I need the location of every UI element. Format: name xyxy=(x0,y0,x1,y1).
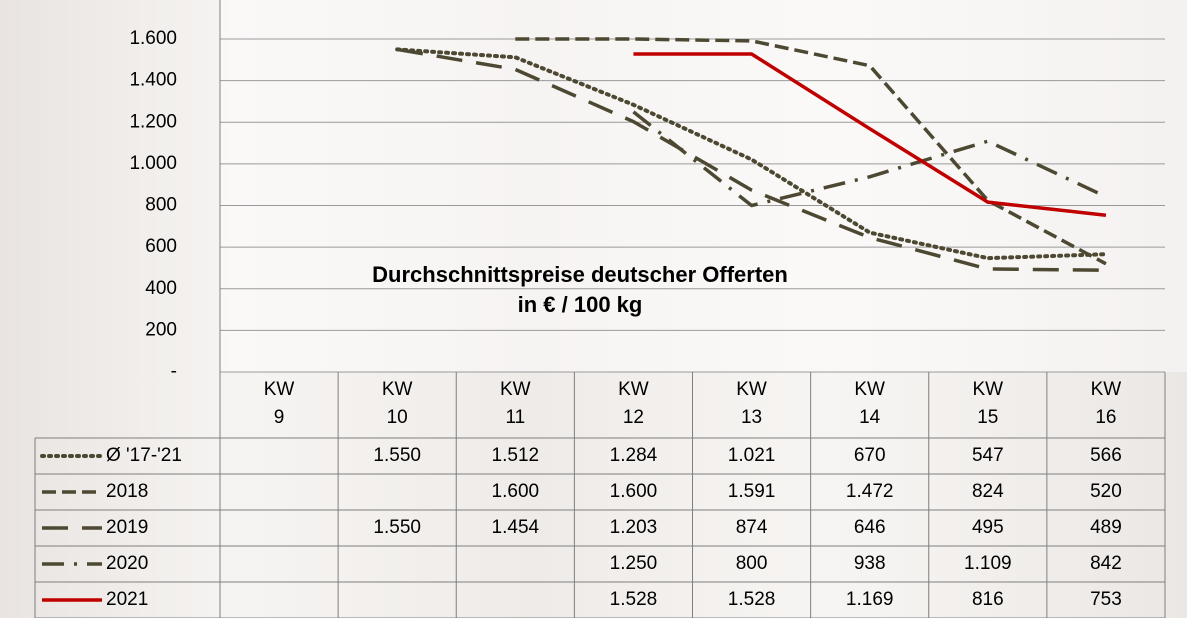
x-tick-label-line: KW xyxy=(973,379,1004,400)
series-line xyxy=(396,47,1106,272)
data-label: 670 xyxy=(854,445,886,466)
x-tick-label-line: KW xyxy=(736,379,767,400)
legend-label: 2019 xyxy=(106,517,148,538)
x-tick-label-line: 15 xyxy=(977,407,998,428)
x-tick-label-line: KW xyxy=(1091,379,1122,400)
x-tick-label: KW 12 xyxy=(618,379,649,428)
y-tick-label: 600 xyxy=(145,236,177,257)
data-label: 547 xyxy=(972,445,1004,466)
data-label: 646 xyxy=(854,517,886,538)
data-label: 1.512 xyxy=(492,445,540,466)
y-tick-label: - xyxy=(171,361,177,382)
data-label: 753 xyxy=(1090,589,1122,610)
x-tick-label: KW 13 xyxy=(736,379,767,428)
data-label: 1.591 xyxy=(728,481,776,502)
data-label: 816 xyxy=(972,589,1004,610)
legend-label: 2018 xyxy=(106,481,148,502)
x-tick-label-line: KW xyxy=(500,379,531,400)
data-label: 495 xyxy=(972,517,1004,538)
data-label: 1.454 xyxy=(492,517,540,538)
data-label: 874 xyxy=(736,517,768,538)
data-label: 1.528 xyxy=(610,589,658,610)
y-tick-label: 400 xyxy=(145,278,177,299)
x-tick-label-line: KW xyxy=(618,379,649,400)
data-label: 1.284 xyxy=(610,445,658,466)
data-label: 1.109 xyxy=(964,553,1012,574)
x-tick-label-line: KW xyxy=(382,379,413,400)
data-label: 1.203 xyxy=(610,517,658,538)
x-tick-label-line: 11 xyxy=(505,407,525,428)
series-line xyxy=(632,110,1107,208)
x-tick-label-line: 16 xyxy=(1095,407,1116,428)
y-tick-label: 1.200 xyxy=(129,111,177,132)
data-label: 520 xyxy=(1090,481,1122,502)
data-label: 1.550 xyxy=(373,517,421,538)
data-label: 1.250 xyxy=(610,553,658,574)
y-tick-label: 800 xyxy=(145,195,177,216)
x-tick-label-line: 10 xyxy=(387,407,408,428)
chart-subtitle: in € / 100 kg xyxy=(518,292,643,317)
x-tick-label-line: 12 xyxy=(623,407,644,428)
legend-label: 2020 xyxy=(106,553,148,574)
plot-area xyxy=(220,0,1187,372)
data-label: 1.600 xyxy=(610,481,658,502)
x-tick-label-line: 13 xyxy=(741,407,762,428)
x-tick-label-line: 14 xyxy=(859,407,881,428)
data-label: 1.550 xyxy=(373,445,421,466)
x-tick-label: KW 15 xyxy=(973,379,1004,428)
data-label: 1.169 xyxy=(846,589,894,610)
data-label: 1.528 xyxy=(728,589,776,610)
data-label: 938 xyxy=(854,553,886,574)
x-tick-label: KW 10 xyxy=(382,379,413,428)
x-tick-label-line: 9 xyxy=(274,407,285,428)
y-tick-label: 1.400 xyxy=(129,70,177,91)
data-label: 1.600 xyxy=(492,481,540,502)
data-label: 842 xyxy=(1090,553,1122,574)
x-tick-label: KW 11 xyxy=(500,379,531,428)
legend-label: Ø '17-'21 xyxy=(106,445,182,466)
legend-label: 2021 xyxy=(106,589,148,610)
data-label: 489 xyxy=(1090,517,1122,538)
x-tick-label: KW 9 xyxy=(264,379,295,428)
data-label: 800 xyxy=(736,553,768,574)
series-line xyxy=(633,52,1107,218)
data-label: 1.021 xyxy=(728,445,776,466)
y-tick-label: 200 xyxy=(145,319,177,340)
x-tick-label-line: KW xyxy=(264,379,295,400)
chart-title: Durchschnittspreise deutscher Offerten xyxy=(372,262,788,287)
y-tick-label: 1.600 xyxy=(129,28,177,49)
data-label: 1.472 xyxy=(846,481,894,502)
series-line xyxy=(395,47,1108,261)
y-tick-label: 1.000 xyxy=(129,153,177,174)
data-label: 824 xyxy=(972,481,1004,502)
x-tick-label-line: KW xyxy=(854,379,885,400)
x-tick-label: KW 14 xyxy=(854,379,885,428)
data-label: 566 xyxy=(1090,445,1122,466)
x-tick-label: KW 16 xyxy=(1091,379,1122,428)
